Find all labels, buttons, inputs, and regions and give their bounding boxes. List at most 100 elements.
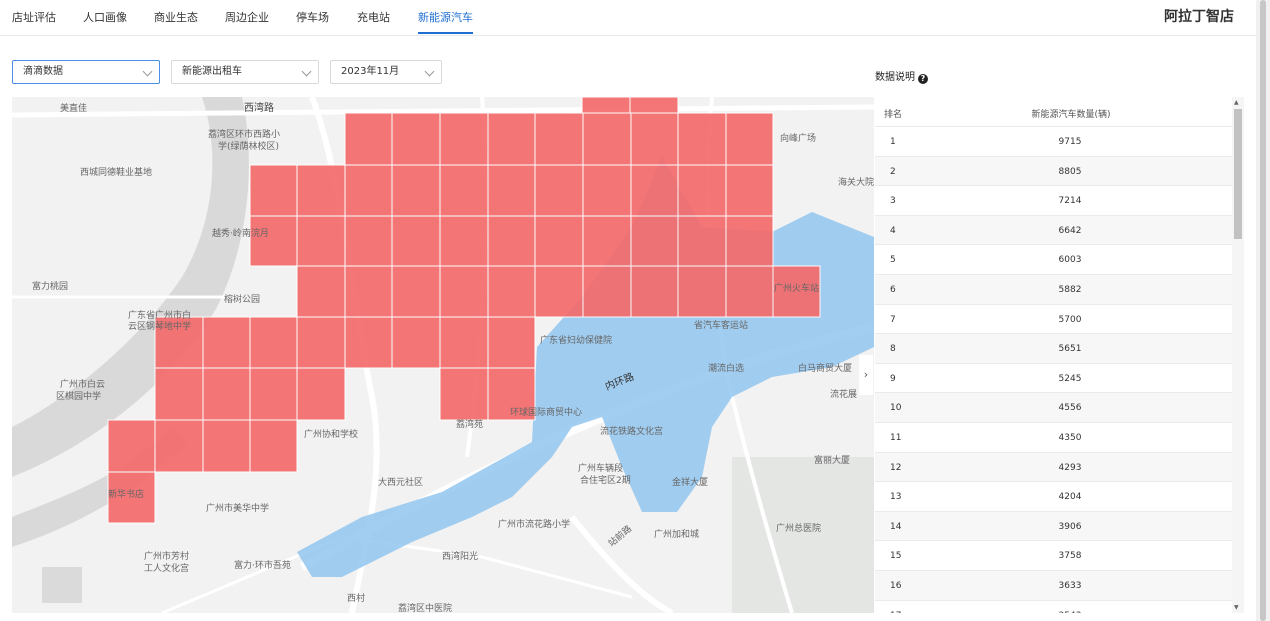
heat-cell xyxy=(296,164,346,217)
scroll-down-icon[interactable]: ▼ xyxy=(1234,604,1239,611)
heat-cell xyxy=(582,265,632,318)
map-label: 广州车辆段 xyxy=(578,464,624,474)
row-rank: 17 xyxy=(890,611,901,614)
vehicle-type-select[interactable]: 新能源出租车 xyxy=(171,60,319,84)
map-label: 广州火车站 xyxy=(774,284,820,294)
table-row: 8 5651 xyxy=(875,334,1232,364)
table-row: 5 6003 xyxy=(875,245,1232,275)
heat-cell xyxy=(487,164,536,217)
heat-cell xyxy=(630,215,679,267)
heat-cell xyxy=(249,164,298,217)
tab-nearby-companies[interactable]: 周边企业 xyxy=(225,11,269,24)
heat-cell xyxy=(439,215,489,267)
heat-cell xyxy=(725,164,774,217)
map-label: 荔湾区环市西路小 xyxy=(208,130,281,140)
heat-cell xyxy=(344,164,393,217)
data-note-label: 数据说明 xyxy=(875,72,915,83)
map-label: 广州市美华中学 xyxy=(206,504,270,514)
table-row: 12 4293 xyxy=(875,452,1232,483)
heat-cell xyxy=(677,164,727,217)
heat-cell xyxy=(725,215,774,267)
map-label: 西城同德鞋业基地 xyxy=(80,168,153,178)
row-count: 6642 xyxy=(1058,225,1082,236)
table-row: 14 3906 xyxy=(875,511,1232,542)
row-rank: 13 xyxy=(890,492,902,503)
data-source-select[interactable]: 滴滴数据 xyxy=(12,60,160,84)
map-river xyxy=(12,97,249,477)
tab-charging-station[interactable]: 充电站 xyxy=(357,11,390,24)
data-note[interactable]: 数据说明? xyxy=(875,68,928,84)
row-count: 3543 xyxy=(875,611,1232,614)
row-count: 8805 xyxy=(1058,166,1082,177)
scroll-up-icon[interactable]: ▲ xyxy=(1234,99,1239,106)
row-count: 3758 xyxy=(1058,551,1082,562)
tab-parking[interactable]: 停车场 xyxy=(296,11,329,24)
map-label: 美直佳 xyxy=(60,104,88,114)
map-label: 榕树公园 xyxy=(224,295,261,305)
heat-cell xyxy=(344,265,393,318)
row-count: 5882 xyxy=(1058,284,1082,295)
map-label: 富丽大厦 xyxy=(814,456,851,466)
heat-map[interactable]: 美直佳 西湾路 荔湾区环市西路小 学(绿荫林校区) 西城同德鞋业基地 越秀·岭南… xyxy=(12,97,874,613)
map-road xyxy=(12,104,874,118)
tab-business-ecology[interactable]: 商业生态 xyxy=(154,11,198,24)
heat-cell xyxy=(677,265,727,318)
row-count: 4556 xyxy=(1058,403,1082,414)
chevron-down-icon xyxy=(301,66,312,77)
row-count: 5245 xyxy=(1058,373,1082,384)
row-count: 4204 xyxy=(1058,492,1082,503)
heat-cell xyxy=(534,265,584,318)
page-scrollbar-thumb[interactable] xyxy=(1260,0,1266,621)
row-count: 5700 xyxy=(1058,314,1082,325)
table-scrollbar-thumb[interactable] xyxy=(1234,109,1242,239)
table-row: 10 4556 xyxy=(875,393,1232,423)
table-body: 1 9715 2 8805 3 7214 4 6642 5 6003 6 5882 7 5700 8 5651… xyxy=(875,127,1232,613)
map-block xyxy=(42,567,82,603)
map-label: 广州市芳村 xyxy=(144,552,190,562)
heat-cell xyxy=(487,265,536,318)
heat-cell xyxy=(582,164,632,217)
tab-new-energy-vehicles[interactable]: 新能源汽车 xyxy=(418,9,473,34)
month-select[interactable]: 2023年11月 xyxy=(330,60,442,84)
heat-cell xyxy=(249,215,298,267)
vehicle-type-value: 新能源出租车 xyxy=(182,66,242,77)
page-scrollbar[interactable] xyxy=(1256,0,1270,621)
row-rank: 15 xyxy=(890,551,902,562)
tab-site-evaluation[interactable]: 店址评估 xyxy=(12,11,56,24)
map-label: 西湾路 xyxy=(244,103,274,114)
table-row: 173543 xyxy=(875,601,1232,614)
table-row: 11 4350 xyxy=(875,423,1232,453)
table-row: 15 3758 xyxy=(875,541,1232,571)
map-expand-arrow-icon[interactable]: › xyxy=(859,355,873,395)
tab-population-profile[interactable]: 人口画像 xyxy=(83,11,127,24)
heat-cell xyxy=(202,367,251,421)
heat-cell xyxy=(439,367,489,421)
map-label: 广州加和城 xyxy=(654,530,700,540)
heat-cell xyxy=(534,164,584,217)
heat-cell xyxy=(725,265,774,318)
heat-cell xyxy=(677,112,727,166)
month-value: 2023年11月 xyxy=(341,66,400,77)
map-label: 广州协和学校 xyxy=(304,430,359,440)
map-label: 潮流白选 xyxy=(708,364,745,374)
help-circle-icon[interactable]: ? xyxy=(918,74,928,84)
map-label: 广州市白云 xyxy=(60,380,106,390)
row-count: 5651 xyxy=(1058,344,1082,355)
map-label: 金祥大厦 xyxy=(672,478,709,488)
row-rank: 1 xyxy=(890,137,896,147)
row-rank: 9 xyxy=(890,373,896,384)
table-row: 13 4204 xyxy=(875,482,1232,512)
map-label: 富力·环市吾苑 xyxy=(234,561,291,571)
chevron-down-icon xyxy=(142,66,153,77)
top-nav: 店址评估 人口画像 商业生态 周边企业 停车场 充电站 新能源汽车 阿拉丁智店 xyxy=(0,0,1256,36)
data-source-value: 滴滴数据 xyxy=(23,66,63,77)
table-scrollbar[interactable]: ▲ ▼ xyxy=(1232,97,1244,613)
heat-cell xyxy=(249,316,298,369)
map-label: 工人文化宫 xyxy=(144,564,190,574)
map-label: 荔湾区中医院 xyxy=(398,604,453,613)
heat-cell xyxy=(391,112,441,166)
heat-cell xyxy=(154,316,204,369)
map-label: 大西元社区 xyxy=(378,478,424,488)
map-label: 广东省广州市白 xyxy=(128,311,192,321)
table-row: 16 3633 xyxy=(875,570,1232,601)
